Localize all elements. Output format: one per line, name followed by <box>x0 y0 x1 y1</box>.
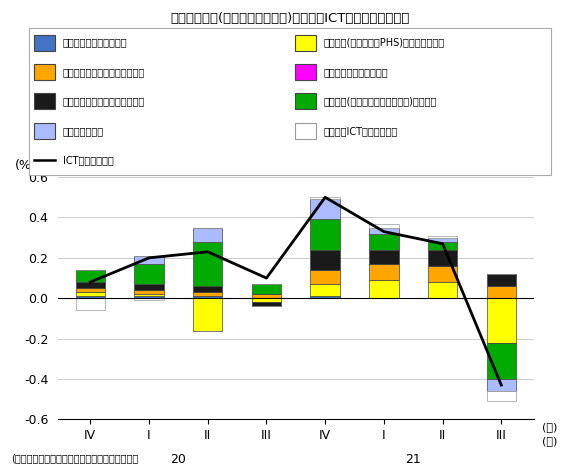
Text: パソコン(含む周辺機器・ソフト)・寄与度: パソコン(含む周辺機器・ソフト)・寄与度 <box>324 96 437 106</box>
Bar <box>193 296 222 298</box>
Bar <box>252 284 281 294</box>
Bar <box>428 282 457 298</box>
Bar <box>428 266 457 282</box>
FancyBboxPatch shape <box>34 64 55 80</box>
Text: その他のICT消費・寄与度: その他のICT消費・寄与度 <box>324 126 398 136</box>
Text: 21: 21 <box>405 453 421 466</box>
Bar <box>487 286 516 298</box>
Bar <box>193 286 222 292</box>
FancyBboxPatch shape <box>34 34 55 51</box>
Bar <box>135 294 164 296</box>
Bar <box>252 294 281 298</box>
Bar <box>75 296 105 298</box>
Bar <box>487 379 516 391</box>
FancyBboxPatch shape <box>295 123 316 139</box>
Bar <box>310 197 340 199</box>
Text: インターネット接続料・寄与度: インターネット接続料・寄与度 <box>63 67 145 77</box>
Text: (期): (期) <box>542 422 558 432</box>
Bar <box>428 238 457 242</box>
Bar <box>193 227 222 242</box>
Bar <box>487 274 516 286</box>
Bar <box>310 219 340 250</box>
Bar <box>193 292 222 296</box>
FancyBboxPatch shape <box>295 93 316 110</box>
Text: 移動電話(携帯電話・PHS)使用料・寄与度: 移動電話(携帯電話・PHS)使用料・寄与度 <box>324 38 445 48</box>
Bar <box>75 270 105 282</box>
Bar <box>135 290 164 294</box>
Bar <box>75 282 105 288</box>
Bar <box>75 292 105 296</box>
Bar <box>487 343 516 379</box>
Text: ICT関連・寄与度: ICT関連・寄与度 <box>63 155 114 165</box>
Bar <box>428 242 457 250</box>
FancyBboxPatch shape <box>34 93 55 110</box>
Text: 固定電話使用料・寄与度: 固定電話使用料・寄与度 <box>63 38 128 48</box>
Bar <box>369 280 398 298</box>
Text: 家計消費支出(家計消費状況調査)に占めるICT関連消費の寄与度: 家計消費支出(家計消費状況調査)に占めるICT関連消費の寄与度 <box>171 12 409 25</box>
Bar <box>310 199 340 219</box>
Bar <box>487 298 516 343</box>
Text: (年): (年) <box>542 436 558 445</box>
Bar <box>369 227 398 233</box>
Bar <box>428 236 457 238</box>
Bar <box>135 256 164 264</box>
Text: 20: 20 <box>171 453 186 466</box>
Bar <box>310 250 340 270</box>
Bar <box>369 224 398 227</box>
FancyBboxPatch shape <box>295 64 316 80</box>
Bar <box>193 242 222 286</box>
Bar <box>369 264 398 280</box>
Text: テレビ・寄与度: テレビ・寄与度 <box>63 126 104 136</box>
Bar <box>75 298 105 310</box>
Bar <box>310 296 340 298</box>
Text: (%): (%) <box>15 159 37 172</box>
Bar <box>252 298 281 302</box>
Bar <box>75 288 105 292</box>
FancyBboxPatch shape <box>295 34 316 51</box>
Bar <box>369 250 398 264</box>
Text: 移動電話他の通信機器・寄与度: 移動電話他の通信機器・寄与度 <box>63 96 145 106</box>
Bar <box>135 296 164 298</box>
Bar <box>310 270 340 284</box>
Bar <box>428 250 457 266</box>
Text: 民間放送受信料・寄与度: 民間放送受信料・寄与度 <box>324 67 389 77</box>
Bar <box>135 264 164 284</box>
Bar <box>135 298 164 300</box>
Text: (出所）総務省「家計消費状況調査」より作成。: (出所）総務省「家計消費状況調査」より作成。 <box>12 454 139 464</box>
Bar <box>135 284 164 290</box>
Bar <box>310 284 340 296</box>
FancyBboxPatch shape <box>34 123 55 139</box>
Bar <box>252 302 281 306</box>
Bar <box>487 391 516 401</box>
Bar <box>369 233 398 250</box>
Bar <box>193 298 222 330</box>
